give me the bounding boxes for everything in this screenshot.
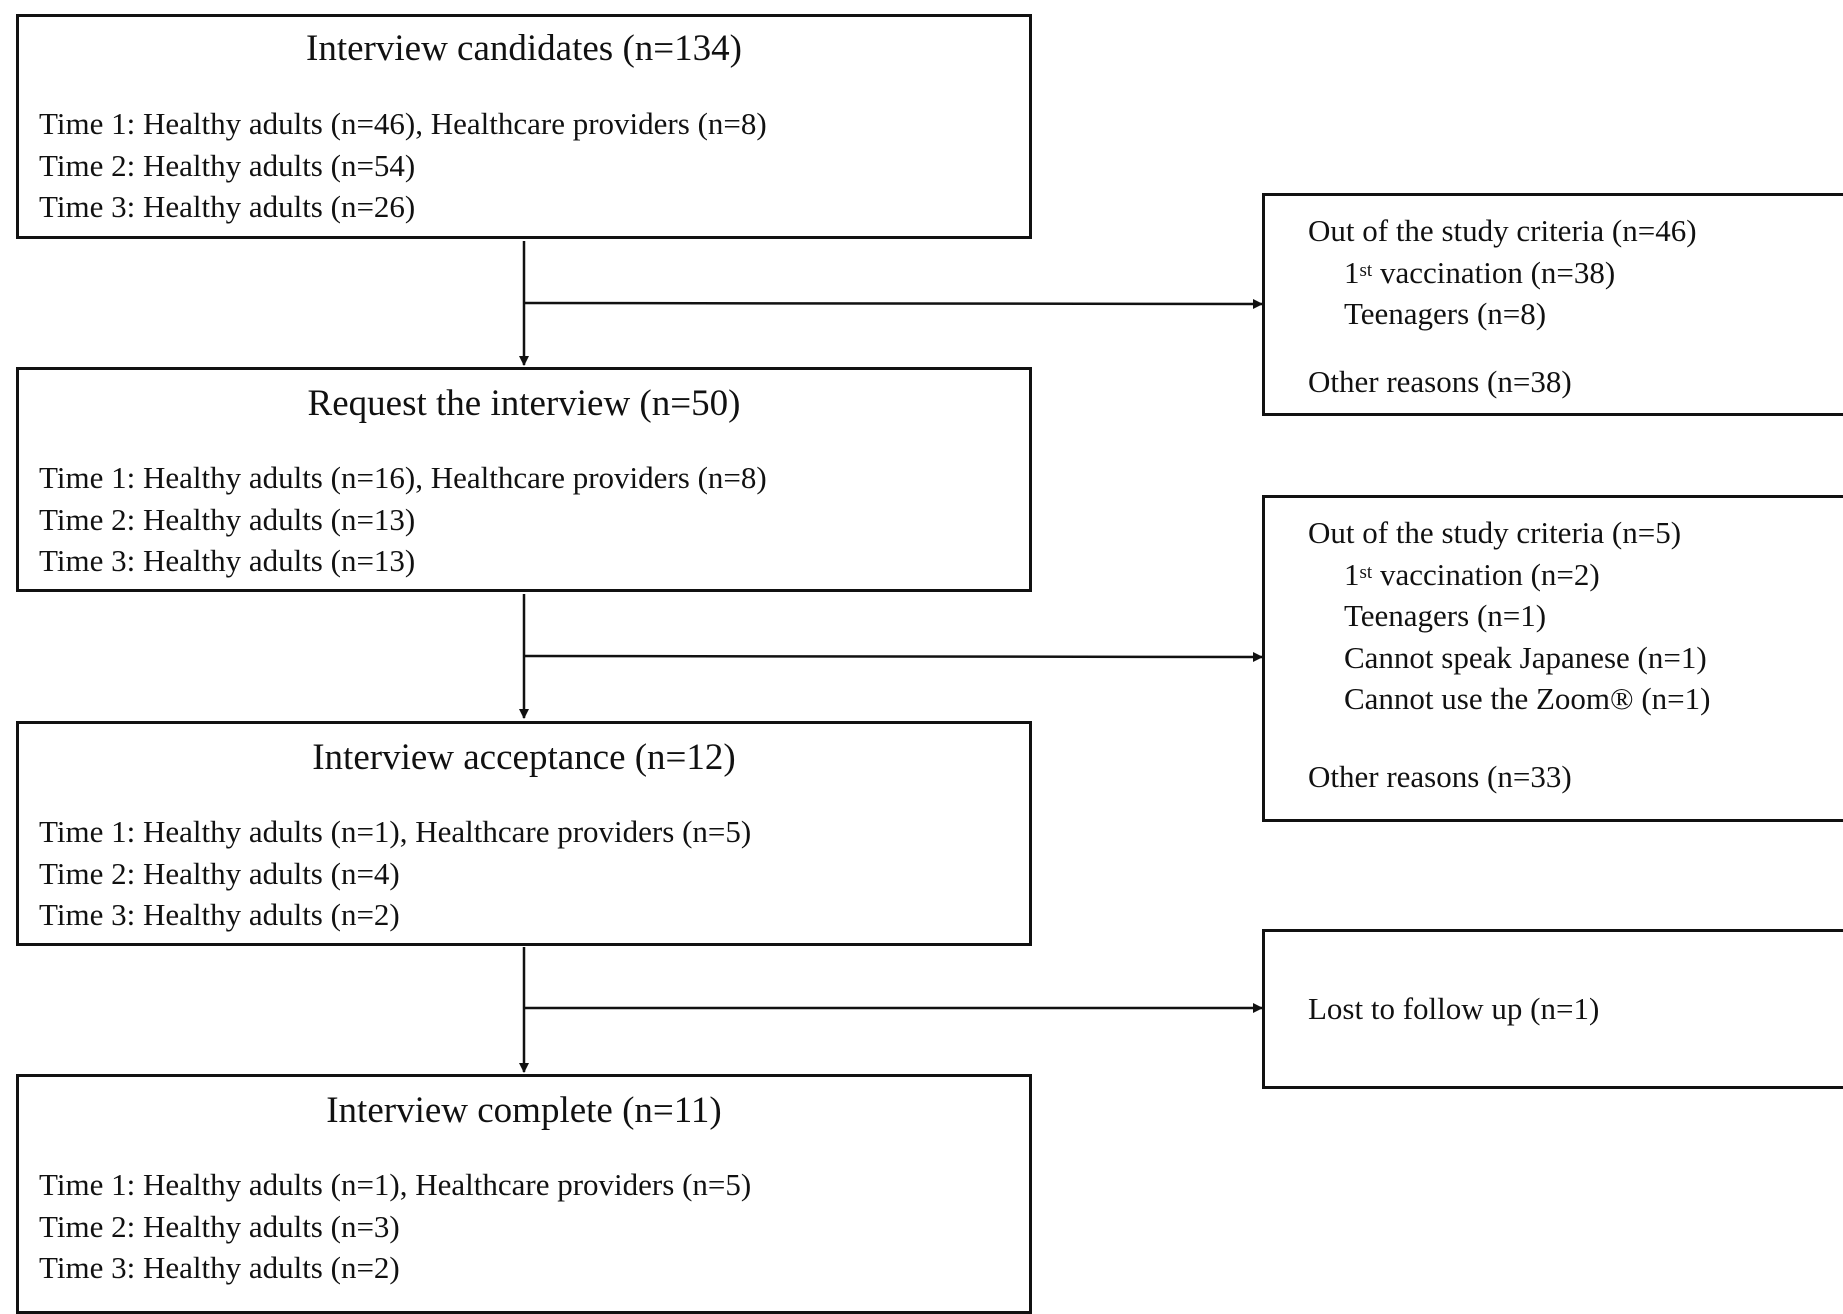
exclusion-vaccination: 1st vaccination (n=38) <box>1344 254 1616 290</box>
arrow-to-exclusion-1 <box>523 298 1263 309</box>
stage-line-time3: Time 3: Healthy adults (n=2) <box>39 897 400 932</box>
exclusion-criteria-label: Out of the study criteria (n=5) <box>1308 515 1682 550</box>
stage-lines: Time 1: Healthy adults (n=16), Healthcar… <box>39 457 1019 582</box>
exclusion-lines: Lost to follow up (n=1) <box>1308 988 1843 1030</box>
stage-line-time2: Time 2: Healthy adults (n=4) <box>39 855 400 891</box>
stage-box-request: Request the interview (n=50) Time 1: Hea… <box>16 367 1032 592</box>
stage-title: Interview complete (n=11) <box>326 1090 722 1131</box>
exclusion-criteria-label: Out of the study criteria (n=46) <box>1308 213 1697 248</box>
exclusion-other-reasons: Other reasons (n=38) <box>1308 363 1572 399</box>
stage-line-time3: Time 3: Healthy adults (n=26) <box>39 189 416 224</box>
exclusion-box-request: Out of the study criteria (n=5) 1st vacc… <box>1262 495 1843 822</box>
stage-title: Interview candidates (n=134) <box>306 28 742 69</box>
exclusion-lines: Out of the study criteria (n=46) 1st vac… <box>1308 210 1843 402</box>
exclusion-japanese: Cannot speak Japanese (n=1) <box>1344 639 1707 675</box>
stage-box-complete: Interview complete (n=11) Time 1: Health… <box>16 1074 1032 1314</box>
exclusion-teenagers: Teenagers (n=1) <box>1344 598 1547 633</box>
exclusion-lost-to-follow-up: Lost to follow up (n=1) <box>1308 991 1600 1026</box>
stage-line-time3: Time 3: Healthy adults (n=13) <box>39 543 416 578</box>
stage-line-time1: Time 1: Healthy adults (n=46), Healthcar… <box>39 106 767 141</box>
exclusion-other-reasons: Other reasons (n=33) <box>1308 758 1572 794</box>
exclusion-box-acceptance: Lost to follow up (n=1) <box>1262 929 1843 1089</box>
stage-lines: Time 1: Healthy adults (n=1), Healthcare… <box>39 1164 1019 1289</box>
stage-line-time1: Time 1: Healthy adults (n=1), Healthcare… <box>39 814 752 849</box>
stage-box-acceptance: Interview acceptance (n=12) Time 1: Heal… <box>16 721 1032 946</box>
stage-title: Request the interview (n=50) <box>307 383 741 424</box>
stage-line-time2: Time 2: Healthy adults (n=13) <box>39 501 416 537</box>
stage-title: Interview acceptance (n=12) <box>312 737 736 778</box>
stage-box-candidates: Interview candidates (n=134) Time 1: Hea… <box>16 14 1032 239</box>
stage-lines: Time 1: Healthy adults (n=1), Healthcare… <box>39 811 1019 936</box>
exclusion-teenagers: Teenagers (n=8) <box>1344 296 1547 331</box>
stage-line-time2: Time 2: Healthy adults (n=3) <box>39 1208 400 1244</box>
exclusion-box-candidates: Out of the study criteria (n=46) 1st vac… <box>1262 193 1843 416</box>
exclusion-vaccination: 1st vaccination (n=2) <box>1344 556 1600 592</box>
stage-line-time2: Time 2: Healthy adults (n=54) <box>39 147 416 183</box>
exclusion-lines: Out of the study criteria (n=5) 1st vacc… <box>1308 512 1843 797</box>
stage-lines: Time 1: Healthy adults (n=46), Healthcar… <box>39 103 1019 228</box>
exclusion-zoom: Cannot use the Zoom® (n=1) <box>1344 681 1711 716</box>
stage-line-time3: Time 3: Healthy adults (n=2) <box>39 1250 400 1285</box>
stage-line-time1: Time 1: Healthy adults (n=1), Healthcare… <box>39 1167 752 1202</box>
stage-line-time1: Time 1: Healthy adults (n=16), Healthcar… <box>39 460 767 495</box>
arrow-to-exclusion-2 <box>523 651 1263 662</box>
